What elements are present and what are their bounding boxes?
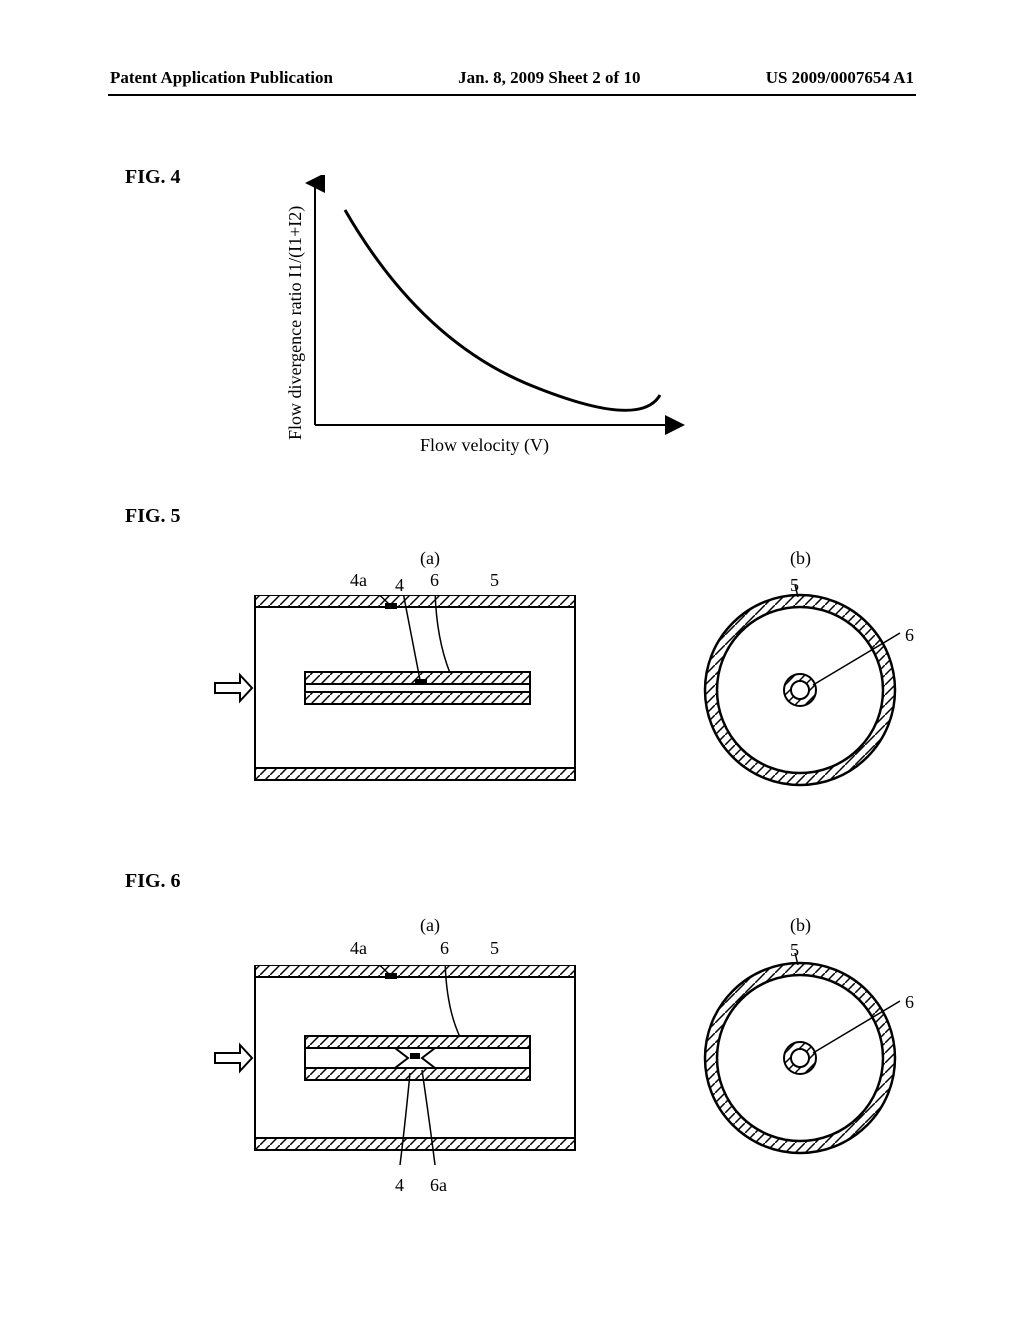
fig6-label: FIG. 6	[125, 870, 181, 893]
fig4-xlabel: Flow velocity (V)	[420, 435, 549, 456]
fig6-sub-a: (a)	[420, 915, 440, 936]
fig5-diagram-a	[210, 595, 590, 795]
fig5-ref-6b: 6	[905, 625, 914, 646]
header-center: Jan. 8, 2009 Sheet 2 of 10	[458, 68, 640, 88]
header-divider	[108, 94, 916, 96]
fig5-ref-6: 6	[430, 570, 439, 591]
fig6-ref-4b: 4	[395, 1175, 404, 1196]
fig6-diagram-a	[210, 965, 590, 1185]
header-left: Patent Application Publication	[110, 68, 333, 88]
fig4-chart	[305, 175, 685, 435]
fig5-sub-b: (b)	[790, 548, 811, 569]
fig4-label: FIG. 4	[125, 166, 181, 189]
fig5-ref-5b: 5	[790, 575, 799, 596]
page-header: Patent Application Publication Jan. 8, 2…	[0, 68, 1024, 88]
fig6-ref-4a: 4a	[350, 938, 367, 959]
fig5-ref-4a: 4a	[350, 570, 367, 591]
header-right: US 2009/0007654 A1	[766, 68, 914, 88]
fig6-ref-6a: 6a	[430, 1175, 447, 1196]
fig6-ref-6: 6	[440, 938, 449, 959]
fig5-sub-a: (a)	[420, 548, 440, 569]
fig6-diagram-b	[695, 953, 915, 1173]
fig4-ylabel: Flow divergence ratio I1/(I1+I2)	[285, 206, 306, 440]
fig5-label: FIG. 5	[125, 505, 181, 528]
fig6-ref-6b: 6	[905, 992, 914, 1013]
fig5-diagram-b	[695, 585, 915, 805]
fig6-sub-b: (b)	[790, 915, 811, 936]
fig5-ref-5: 5	[490, 570, 499, 591]
fig6-ref-5b: 5	[790, 940, 799, 961]
fig6-ref-5: 5	[490, 938, 499, 959]
fig5-ref-4: 4	[395, 575, 404, 596]
